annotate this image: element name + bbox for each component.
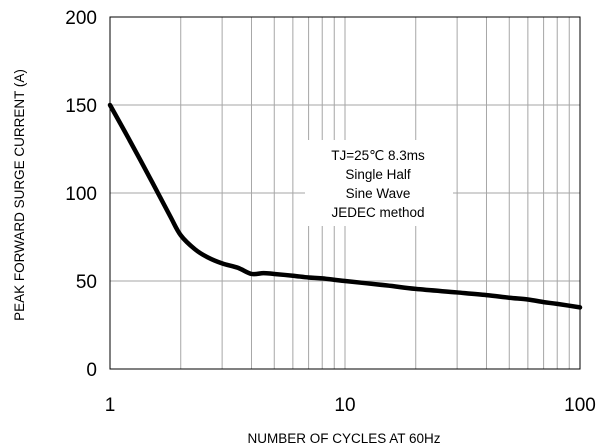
y-tick-label: 150 [65, 96, 97, 117]
annotation-line: Sine Wave [346, 186, 411, 201]
series-line [107, 102, 583, 310]
annotation-line: TJ=25℃ 8.3ms [331, 148, 425, 163]
x-tick-label: 1 [105, 395, 116, 416]
annotation-line: JEDEC method [331, 205, 424, 220]
x-axis-label: NUMBER OF CYCLES AT 60Hz [247, 431, 440, 446]
plot-frame [109, 16, 581, 370]
y-tick-labels: 0 50 100 150 200 [65, 8, 97, 381]
x-tick-label: 100 [564, 395, 596, 416]
x-tick-label: 10 [334, 395, 355, 416]
condition-annotation: TJ=25℃ 8.3ms Single Half Sine Wave JEDEC… [331, 148, 425, 220]
y-tick-label: 50 [76, 272, 97, 293]
y-tick-label: 0 [86, 360, 97, 381]
y-axis-label: PEAK FORWARD SURGE CURRENT (A) [12, 69, 27, 321]
annotation-box [305, 140, 453, 226]
y-tick-label: 100 [65, 184, 97, 205]
x-tick-labels: 1 10 100 [105, 395, 596, 416]
annotation-line: Single Half [345, 167, 411, 182]
y-tick-label: 200 [65, 8, 97, 29]
